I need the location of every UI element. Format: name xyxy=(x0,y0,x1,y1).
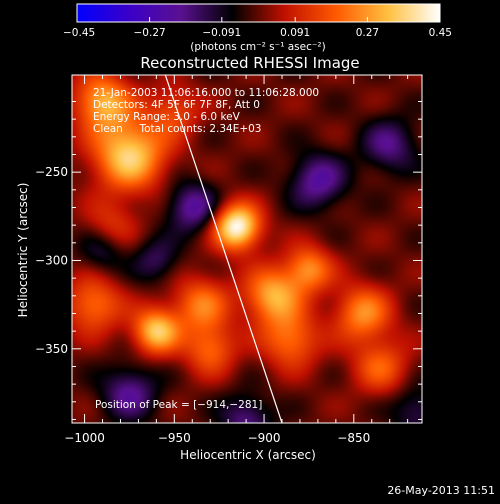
heatmap-image xyxy=(72,75,422,423)
colorbar-ticks: −0.45 −0.27 −0.091 0.091 0.27 0.45 xyxy=(63,17,452,39)
plot-frame xyxy=(71,74,423,424)
chart-title: Reconstructed RHESSI Image xyxy=(140,54,359,72)
footer-date: 26-May-2013 11:51 xyxy=(387,484,495,497)
y-tick-label: −300 xyxy=(35,253,68,267)
annotation-counts: Clean Total counts: 2.34E+03 xyxy=(93,123,262,135)
colorbar xyxy=(76,3,441,23)
y-tick-label: −350 xyxy=(35,342,68,356)
y-tick-label: −250 xyxy=(35,165,68,179)
colorbar-tick-label: −0.27 xyxy=(134,27,166,39)
x-axis-label: Heliocentric X (arcsec) xyxy=(180,448,316,462)
x-tick-label: −1000 xyxy=(64,431,105,445)
colorbar-tick-label: 0.091 xyxy=(280,27,310,39)
annotation-time: 21-Jan-2003 11:06:16.000 to 11:06:28.000 xyxy=(93,87,319,99)
annotation-block: 21-Jan-2003 11:06:16.000 to 11:06:28.000… xyxy=(93,87,319,135)
x-tick-label: −850 xyxy=(337,431,370,445)
colorbar-tick-label: −0.45 xyxy=(63,27,95,39)
peak-position-label: Position of Peak = [−914,−281] xyxy=(95,399,262,411)
colorbar-tick-label: 0.45 xyxy=(429,27,452,39)
colorbar-tick-label: −0.091 xyxy=(202,27,241,39)
colorbar-unit-label: (photons cm⁻² s⁻¹ asec⁻²) xyxy=(190,41,325,53)
x-tick-label: −950 xyxy=(158,431,191,445)
y-axis-label: Heliocentric Y (arcsec) xyxy=(16,183,30,318)
solar-limb-line xyxy=(164,75,283,423)
annotation-energy: Energy Range: 3.0 - 6.0 keV xyxy=(93,111,241,123)
annotation-detectors: Detectors: 4F 5F 6F 7F 8F, Att 0 xyxy=(93,99,260,111)
x-tick-label: −900 xyxy=(248,431,281,445)
axis-ticks: −1000 −950 −900 −850 −250 −300 −350 xyxy=(35,75,422,445)
colorbar-tick-label: 0.27 xyxy=(356,27,379,39)
